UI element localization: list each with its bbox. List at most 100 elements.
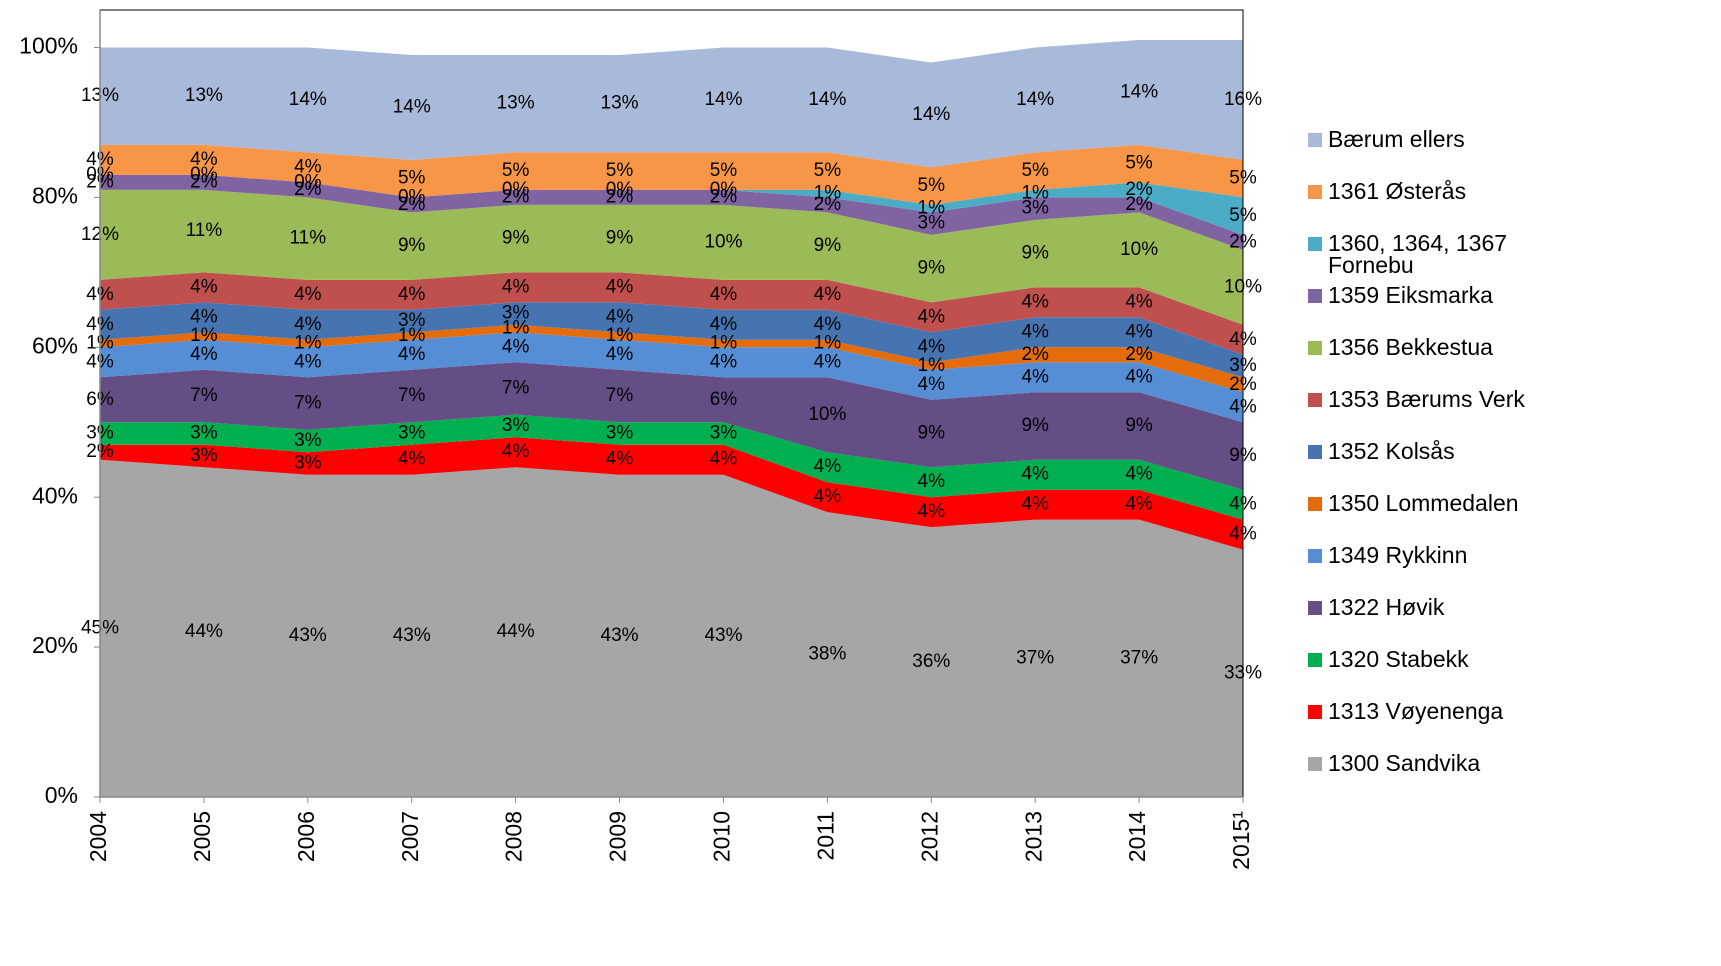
data-label: 1% bbox=[502, 318, 530, 339]
data-label: 4% bbox=[294, 284, 322, 305]
data-label: 5% bbox=[1021, 160, 1049, 181]
data-label: 4% bbox=[190, 344, 218, 365]
data-label: 4% bbox=[918, 306, 946, 327]
data-label: 0% bbox=[710, 179, 738, 200]
data-label: 3% bbox=[1021, 198, 1049, 219]
legend-label: Bærum ellers bbox=[1328, 126, 1465, 152]
data-label: 3% bbox=[190, 422, 218, 443]
legend-item: 1359 Eiksmarka bbox=[1308, 284, 1543, 336]
x-tick-label: 2010 bbox=[709, 811, 735, 862]
legend-item: 1322 Høvik bbox=[1308, 596, 1543, 648]
data-label: 9% bbox=[1125, 415, 1153, 436]
data-label: 13% bbox=[601, 93, 639, 114]
data-label: 4% bbox=[606, 344, 634, 365]
data-label: 2% bbox=[814, 194, 842, 215]
legend-item: 1361 Østerås bbox=[1308, 180, 1543, 232]
data-label: 43% bbox=[704, 625, 742, 646]
legend-label: 1320 Stabekk bbox=[1328, 646, 1469, 672]
y-tick-label: 40% bbox=[32, 482, 78, 508]
area bbox=[100, 144, 1243, 205]
area bbox=[100, 302, 1243, 378]
data-label: 4% bbox=[190, 276, 218, 297]
data-label: 4% bbox=[1125, 494, 1153, 515]
data-label: 4% bbox=[1021, 494, 1049, 515]
data-label: 4% bbox=[1021, 366, 1049, 387]
data-label: 3% bbox=[294, 452, 322, 473]
data-label: 7% bbox=[502, 378, 530, 399]
x-tick-label: 2004 bbox=[85, 811, 111, 862]
legend-label: 1356 Bekkestua bbox=[1328, 334, 1493, 360]
data-label: 5% bbox=[606, 160, 634, 181]
area bbox=[100, 414, 1243, 520]
data-label: 36% bbox=[912, 651, 950, 672]
legend-label: 1359 Eiksmarka bbox=[1328, 282, 1493, 308]
legend-swatch bbox=[1308, 549, 1322, 563]
chart: 45% 44% 43% 43% 44% 43% 43%38% 36% 37% 37%33%2% 3%… bbox=[19, 9, 1262, 870]
data-label: 1% bbox=[814, 333, 842, 354]
x-tick-label: 2006 bbox=[293, 811, 319, 862]
legend-item: 1300 Sandvika bbox=[1308, 752, 1543, 804]
data-label: 14% bbox=[912, 104, 950, 125]
legend-label: 1300 Sandvika bbox=[1328, 750, 1481, 776]
data-label: 1% bbox=[190, 325, 218, 346]
legend-item: 1352 Kolsås bbox=[1308, 440, 1543, 492]
data-label: 11% bbox=[290, 228, 327, 249]
data-label: 3% bbox=[294, 430, 322, 451]
data-label: 5% bbox=[502, 160, 530, 181]
area bbox=[100, 332, 1243, 423]
area bbox=[100, 189, 1243, 325]
data-label: 3% bbox=[398, 310, 426, 331]
data-label: 4% bbox=[1021, 291, 1049, 312]
data-label: 4% bbox=[1125, 366, 1153, 387]
data-label: 1% bbox=[918, 198, 946, 219]
data-label: 44% bbox=[497, 621, 535, 642]
legend-item: 1356 Bekkestua bbox=[1308, 336, 1543, 388]
data-label: 14% bbox=[1120, 81, 1158, 102]
data-label: 10% bbox=[704, 231, 742, 252]
data-label: 9% bbox=[398, 235, 426, 256]
legend-swatch bbox=[1308, 601, 1322, 615]
data-label: 11% bbox=[186, 220, 223, 241]
data-label: 4% bbox=[1021, 321, 1049, 342]
data-label: 3% bbox=[398, 422, 426, 443]
data-label: 1% bbox=[918, 355, 946, 376]
data-label: 37% bbox=[1016, 647, 1054, 668]
x-tick-label: 2013 bbox=[1020, 811, 1046, 862]
legend-swatch bbox=[1308, 757, 1322, 771]
data-label: 4% bbox=[606, 306, 634, 327]
data-label: 4% bbox=[814, 351, 842, 372]
legend-label: 1350 Lommedalen bbox=[1328, 490, 1519, 516]
data-label: 3% bbox=[502, 303, 530, 324]
data-label: 0% bbox=[294, 171, 322, 192]
data-label: 4% bbox=[502, 441, 530, 462]
data-label: 5% bbox=[918, 175, 946, 196]
data-label: 4% bbox=[190, 306, 218, 327]
legend-swatch bbox=[1308, 393, 1322, 407]
data-label: 5% bbox=[814, 160, 842, 181]
data-label: 4% bbox=[294, 351, 322, 372]
y-tick-label: 0% bbox=[45, 782, 78, 808]
data-label: 4% bbox=[918, 501, 946, 522]
x-tick-label: 2007 bbox=[397, 811, 423, 862]
data-label: 4% bbox=[1021, 464, 1049, 485]
data-label: 2% bbox=[398, 194, 426, 215]
data-label: 9% bbox=[918, 258, 946, 279]
data-label: 4% bbox=[918, 471, 946, 492]
legend-label: 1313 Vøyenenga bbox=[1328, 698, 1504, 724]
data-label: 3% bbox=[710, 422, 738, 443]
data-label: 2% bbox=[710, 186, 738, 207]
data-label: 0% bbox=[398, 186, 426, 207]
legend: Bærum ellers 1361 Østerås 1360, 1364, 1367… bbox=[1308, 128, 1543, 804]
data-label: 4% bbox=[918, 336, 946, 357]
data-label: 43% bbox=[601, 625, 639, 646]
data-label: 10% bbox=[808, 404, 846, 425]
data-label: 1% bbox=[710, 333, 738, 354]
data-label: 9% bbox=[1021, 415, 1049, 436]
data-label: 2% bbox=[502, 186, 530, 207]
data-label: 4% bbox=[606, 276, 634, 297]
data-label: 3% bbox=[502, 415, 530, 436]
data-label: 5% bbox=[1125, 153, 1153, 174]
y-tick-label: 20% bbox=[32, 632, 78, 658]
data-label: 3% bbox=[190, 445, 218, 466]
